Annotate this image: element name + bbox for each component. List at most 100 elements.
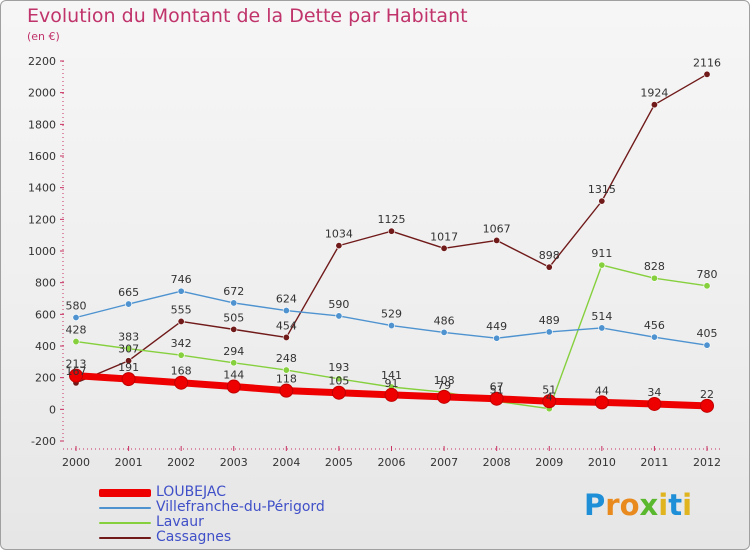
chart-subtitle: (en €)	[27, 30, 60, 43]
data-point	[703, 70, 711, 78]
data-label: 248	[276, 352, 297, 365]
y-tick-label: 200	[35, 372, 56, 385]
y-tick-label: 1200	[28, 213, 56, 226]
y-tick-label: 1000	[28, 245, 56, 258]
data-point	[650, 333, 658, 341]
data-label: 141	[381, 369, 402, 382]
data-point	[125, 357, 133, 365]
y-tick-label: 1400	[28, 182, 56, 195]
legend-item: Villefranche-du-Périgord	[99, 499, 359, 516]
data-label: 514	[591, 310, 612, 323]
x-tick-label: 2007	[430, 456, 458, 469]
data-label: 746	[171, 273, 192, 286]
data-point	[282, 366, 290, 374]
data-label: 91	[385, 377, 399, 390]
y-tick-label: 400	[35, 340, 56, 353]
data-point	[387, 322, 395, 330]
y-tick-label: 2000	[28, 87, 56, 100]
x-tick-label: 2004	[272, 456, 300, 469]
data-label: 529	[381, 308, 402, 321]
x-tick-label: 2006	[378, 456, 406, 469]
data-point	[72, 313, 80, 321]
data-label: 294	[223, 345, 244, 358]
data-point	[335, 375, 343, 383]
legend-swatch	[99, 489, 151, 497]
logo-letter: P	[584, 488, 606, 522]
legend-item: Lavaur	[99, 514, 359, 531]
y-tick-label: 1600	[28, 150, 56, 163]
x-tick-label: 2001	[115, 456, 143, 469]
data-point	[174, 375, 189, 390]
data-label: 780	[697, 268, 718, 281]
data-label: 449	[486, 320, 507, 333]
data-point	[437, 389, 452, 404]
proxiti-logo: Proxiti	[584, 488, 692, 522]
x-tick-label: 2003	[220, 456, 248, 469]
legend-swatch	[99, 522, 151, 524]
data-label: 342	[171, 337, 192, 350]
data-label: 672	[223, 285, 244, 298]
data-point	[230, 359, 238, 367]
data-point	[542, 394, 557, 409]
data-label: 580	[66, 300, 87, 313]
data-label: 1924	[640, 87, 668, 100]
data-point	[177, 351, 185, 359]
data-label: 307	[118, 343, 139, 356]
chart-legend: LOUBEJAC Villefranche-du-Périgord Lavaur Ca…	[99, 484, 359, 546]
data-point	[177, 287, 185, 295]
data-point	[335, 312, 343, 320]
data-point	[177, 317, 185, 325]
data-label: 79	[437, 379, 451, 392]
data-label: 67	[490, 381, 504, 394]
data-label: 486	[434, 314, 455, 327]
data-label: 828	[644, 260, 665, 273]
legend-item: LOUBEJAC	[99, 484, 359, 501]
legend-item: Cassagnes	[99, 529, 359, 546]
data-label: 428	[66, 324, 87, 337]
data-point	[703, 282, 711, 290]
legend-label: Lavaur	[156, 514, 204, 530]
data-label: 4	[546, 391, 553, 404]
data-label: 193	[328, 361, 349, 374]
data-label: 454	[276, 319, 297, 332]
data-point	[121, 372, 136, 387]
x-tick-label: 2002	[167, 456, 195, 469]
data-label: 405	[697, 327, 718, 340]
data-label: 1315	[588, 183, 616, 196]
data-point	[125, 300, 133, 308]
data-label: 505	[223, 311, 244, 324]
x-tick-label: 2012	[693, 456, 721, 469]
data-point	[282, 307, 290, 315]
data-label: 105	[328, 375, 349, 388]
data-point	[230, 299, 238, 307]
x-tick-label: 2000	[62, 456, 90, 469]
data-label: 51	[490, 383, 504, 396]
data-label: 383	[118, 331, 139, 344]
data-label: 108	[434, 374, 455, 387]
data-label: 1017	[430, 230, 458, 243]
data-point	[598, 197, 606, 205]
data-point	[598, 261, 606, 269]
data-label: 44	[595, 384, 609, 397]
y-tick-label: 600	[35, 308, 56, 321]
data-label: 911	[591, 247, 612, 260]
data-point	[279, 383, 294, 398]
data-label: 167	[66, 365, 87, 378]
data-point	[545, 328, 553, 336]
data-label: 34	[647, 386, 661, 399]
data-point	[703, 341, 711, 349]
y-tick-label: 0	[49, 403, 56, 416]
data-label: 118	[276, 373, 297, 386]
data-point	[387, 227, 395, 235]
data-point	[598, 324, 606, 332]
data-point	[384, 387, 399, 402]
y-tick-label: 1800	[28, 118, 56, 131]
data-point	[226, 379, 241, 394]
data-point	[647, 396, 662, 411]
logo-letter: i	[658, 488, 669, 522]
data-point	[700, 398, 714, 413]
data-point	[72, 338, 80, 346]
data-point	[282, 333, 290, 341]
chart-title: Evolution du Montant de la Dette par Hab…	[27, 5, 468, 27]
